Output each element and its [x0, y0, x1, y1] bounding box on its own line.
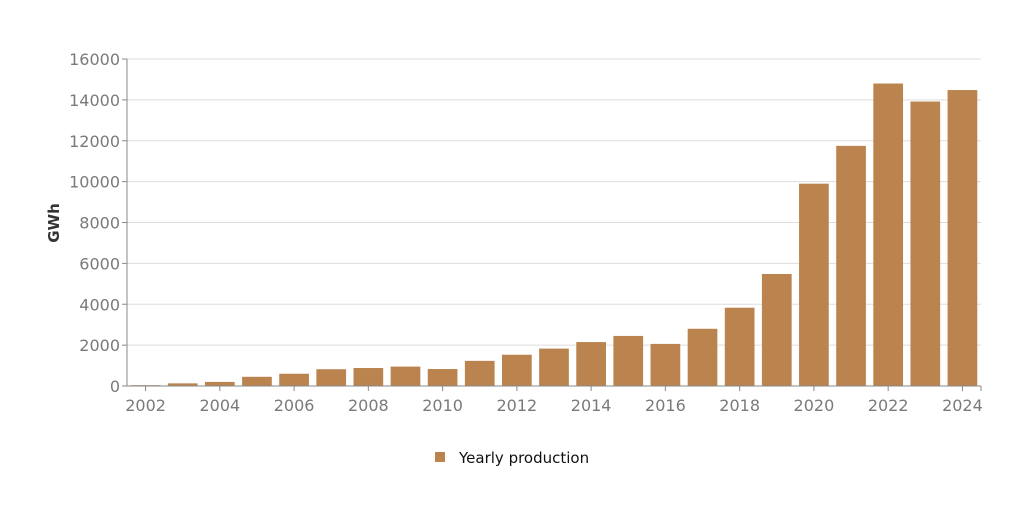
- bar-2009: [390, 366, 421, 386]
- x-tick-label: 2020: [794, 396, 835, 415]
- y-axis-ticks: 0 2000 4000 6000 8000 10000 12000 14000 16000: [69, 50, 127, 396]
- bar-2023: [910, 101, 941, 386]
- legend: Yearly production: [435, 449, 589, 467]
- y-tick-label: 16000: [69, 50, 120, 69]
- bar-2018: [724, 307, 755, 386]
- y-tick-label: 2000: [79, 336, 120, 355]
- x-tick-label: 2024: [942, 396, 983, 415]
- bar-2013: [539, 348, 569, 386]
- bar-2010: [427, 369, 458, 386]
- x-axis-ticks: 2002 2004 2006 2008 2010 2012 2014 2016 2018 2020…: [125, 386, 983, 415]
- x-tick-label: 2010: [422, 396, 463, 415]
- x-tick-label: 2002: [125, 396, 166, 415]
- y-tick-label: 12000: [69, 132, 120, 151]
- bar-2006: [279, 373, 309, 386]
- bar-2003: [167, 383, 198, 386]
- bar-2024: [947, 90, 978, 386]
- y-tick-label: 0: [110, 377, 120, 396]
- bar-2021: [836, 145, 866, 386]
- bar-2008: [353, 368, 384, 386]
- x-tick-label: 2018: [719, 396, 760, 415]
- bar-2011: [464, 360, 495, 386]
- y-tick-label: 10000: [69, 173, 120, 192]
- y-tick-label: 4000: [79, 295, 120, 314]
- y-tick-label: 14000: [69, 91, 120, 110]
- bar-2007: [316, 369, 347, 386]
- x-tick-label: 2008: [348, 396, 389, 415]
- x-tick-label: 2022: [868, 396, 909, 415]
- x-tick-label: 2004: [199, 396, 240, 415]
- bar-2017: [687, 328, 718, 386]
- bar-2019: [761, 274, 792, 386]
- gridlines: [127, 58, 981, 346]
- x-tick-label: 2006: [274, 396, 315, 415]
- x-tick-label: 2014: [571, 396, 612, 415]
- x-tick-label: 2016: [645, 396, 686, 415]
- bar-2016: [650, 343, 681, 386]
- y-tick-label: 8000: [79, 214, 120, 233]
- bar-2015: [613, 335, 644, 386]
- bar-2005: [242, 376, 272, 386]
- y-tick-label: 6000: [79, 254, 120, 273]
- y-axis-title: GWh: [45, 203, 63, 243]
- legend-swatch: [435, 452, 445, 462]
- bar-series: [130, 83, 978, 387]
- legend-label: Yearly production: [458, 449, 589, 467]
- x-tick-label: 2012: [497, 396, 538, 415]
- bar-2004: [204, 381, 235, 386]
- bar-2020: [799, 183, 829, 386]
- bar-2022: [873, 83, 904, 387]
- bar-2012: [502, 354, 532, 386]
- bar-2014: [576, 342, 606, 386]
